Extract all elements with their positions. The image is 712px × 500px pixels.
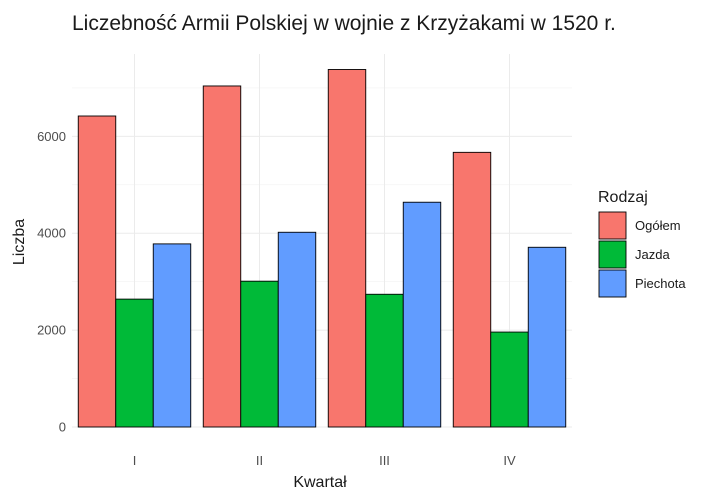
- legend-items: Ogółem Jazda Piechota: [598, 211, 686, 298]
- bar-piechota-i: [152, 243, 192, 428]
- bar-ogółem-iv: [452, 151, 492, 428]
- x-tick-label: III: [379, 453, 390, 468]
- x-tick-label: I: [133, 453, 137, 468]
- legend-title: Rodzaj: [598, 189, 648, 206]
- x-axis-title: Kwartał: [293, 474, 347, 491]
- y-axis-title: Liczba: [11, 219, 28, 265]
- bar-ogółem-i: [77, 115, 117, 428]
- bar-piechota-ii: [277, 231, 317, 428]
- legend-swatch-ogółem: [598, 211, 627, 240]
- legend-label-jazda: Jazda: [635, 247, 670, 262]
- legend-label-piechota: Piechota: [635, 276, 686, 291]
- legend-label-ogółem: Ogółem: [635, 218, 681, 233]
- bars: [77, 69, 567, 428]
- legend-swatch-jazda: [598, 240, 627, 269]
- legend: Rodzaj Ogółem Jazda Piechota: [598, 189, 686, 298]
- y-axis-ticks: 0 2000 4000 6000: [37, 129, 66, 435]
- bar-jazda-i: [115, 298, 154, 428]
- y-tick-label: 6000: [37, 129, 66, 144]
- bar-piechota-iii: [402, 201, 442, 428]
- y-tick-label: 4000: [37, 226, 66, 241]
- chart-title: Liczebność Armii Polskiej w wojnie z Krz…: [72, 12, 616, 35]
- y-tick-label: 0: [59, 420, 66, 435]
- bar-jazda-iv: [490, 331, 529, 428]
- bar-jazda-iii: [365, 293, 404, 428]
- bar-jazda-ii: [240, 280, 279, 428]
- bar-piechota-iv: [527, 246, 567, 428]
- bar-ogółem-iii: [327, 69, 367, 428]
- x-tick-label: II: [256, 453, 263, 468]
- x-tick-label: IV: [503, 453, 516, 468]
- legend-swatch-piechota: [598, 269, 627, 298]
- bar-ogółem-ii: [202, 85, 242, 428]
- y-tick-label: 2000: [37, 323, 66, 338]
- x-axis-ticks: I II III IV: [133, 453, 516, 468]
